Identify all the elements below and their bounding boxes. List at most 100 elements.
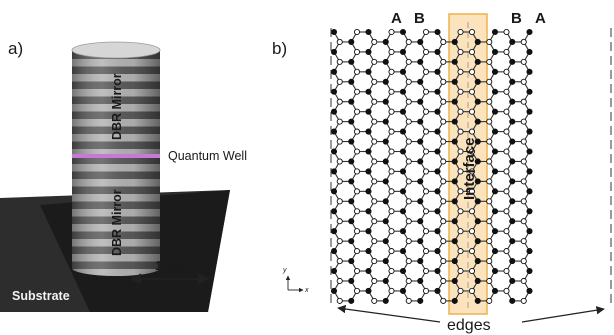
lattice-site-a [509,158,516,165]
lattice-site-a [491,228,499,235]
lattice-site-a [330,68,338,75]
lattice-site-a [417,38,424,46]
lattice-site-b [336,158,343,165]
lattice-site-b [353,168,361,175]
lattice-site-a [348,158,355,165]
lattice-site-b [486,38,493,46]
lattice-site-a [399,287,407,294]
lattice-site-b [371,38,378,46]
lattice-site-b [405,238,412,245]
lattice-site-b [503,248,510,255]
lattice-site-a [451,218,458,225]
lattice-site-b [503,228,510,235]
lattice-site-b [405,38,412,46]
lattice-site-a [491,188,499,195]
lattice-site-b [388,68,395,75]
lattice-site-a [365,68,372,75]
lattice-site-b [336,258,343,265]
lattice-site-b [405,138,412,145]
lattice-site-b [520,238,527,245]
lattice-site-a [434,108,441,115]
lattice-site-b [468,208,476,215]
pillar-top [71,41,161,59]
lattice-site-a [509,238,516,245]
sublattice-label-b-left: B [414,10,425,27]
lattice-site-a [365,168,372,175]
lattice-site-b [336,78,343,85]
lattice-site-a [451,198,458,205]
lattice-site-a [451,297,458,304]
lattice-site-b [486,158,493,165]
lattice-site-a [474,118,481,125]
lattice-site-a [348,258,355,265]
lattice-site-a [434,48,441,55]
lattice-site-b [468,128,476,135]
lattice-site-b [353,208,361,215]
lattice-site-b [503,48,510,55]
lattice-site-b [422,228,430,235]
lattice-site-b [353,188,361,195]
lattice-site-b [405,258,412,265]
lattice-site-a [509,178,516,185]
lattice-site-b [336,238,343,245]
lattice-site-a [434,88,441,95]
lattice-site-a [382,78,389,85]
lattice-site-b [353,248,361,255]
lattice-site-a [526,148,533,155]
lattice-site-b [520,58,527,65]
lattice-site-a [348,58,355,65]
lattice-site-b [440,38,447,46]
lattice-site-b [440,158,447,165]
lattice-site-a [491,287,499,294]
lattice-site-a [330,208,338,215]
lattice-site-a [417,78,424,85]
lattice-site-b [371,178,378,185]
lattice-site-b [520,38,527,46]
lattice-site-b [486,238,493,245]
lattice-site-a [451,258,458,265]
lattice-site-b [440,58,447,65]
lattice-site-a [399,267,407,275]
lattice-site-a [382,98,389,105]
lattice-site-b [457,287,464,294]
lattice-site-a [491,128,499,135]
lattice-site-b [440,277,447,285]
lattice-site-a [474,218,481,225]
lattice-site-b [353,108,361,115]
lattice-site-a [382,178,389,185]
lattice-site-a [399,48,407,55]
lattice-site-a [526,188,533,195]
lattice-site-b [353,48,361,55]
lattice-site-b [440,118,447,125]
lattice-site-b [503,208,510,215]
lattice-site-a [417,98,424,105]
lattice-site-b [388,28,395,36]
lattice-site-b [486,138,493,145]
lattice-site-b [520,198,527,205]
lattice-site-a [382,218,389,225]
lattice-site-a [451,78,458,85]
lattice-site-b [336,38,343,46]
lattice-site-b [371,297,378,304]
lattice-site-a [348,98,355,105]
lattice-site-b [468,188,476,195]
lattice-site-b [503,88,510,95]
lattice-site-b [371,277,378,285]
lattice-site-b [388,248,395,255]
lattice-site-a [417,198,424,205]
lattice-site-b [468,248,476,255]
lattice-site-a [382,198,389,205]
lattice-site-b [388,168,395,175]
edges-arrow-left [337,304,441,323]
sublattice-label-b-right: B [511,10,522,27]
edges-label: edges [447,317,491,334]
lattice-site-a [526,228,533,235]
axis-x-label: x [304,287,309,294]
lattice-site-a [434,248,441,255]
lattice-site-a [474,138,481,145]
lattice-site-b [422,108,430,115]
lattice-site-b [457,168,464,175]
lattice-site-a [526,28,533,36]
lattice-site-b [457,68,464,75]
lattice-site-a [417,138,424,145]
